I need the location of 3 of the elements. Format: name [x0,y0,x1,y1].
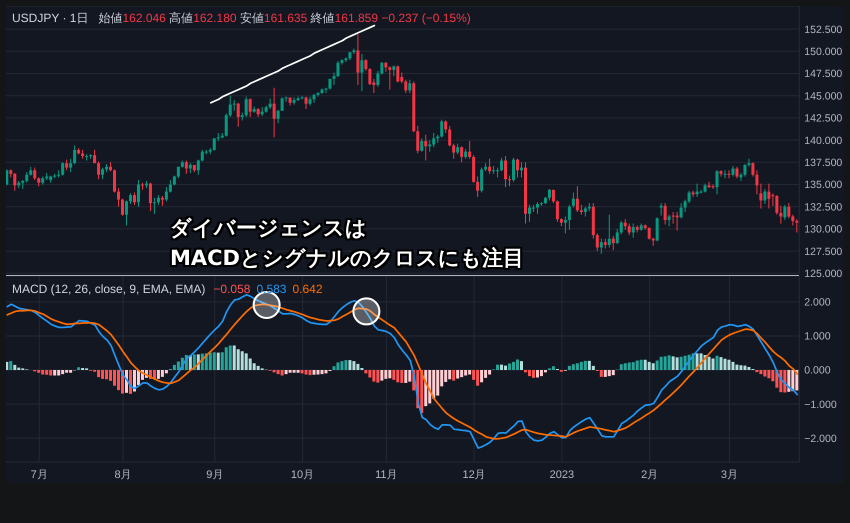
bar [9,361,12,370]
bar [6,362,8,370]
candlestick [6,168,8,186]
